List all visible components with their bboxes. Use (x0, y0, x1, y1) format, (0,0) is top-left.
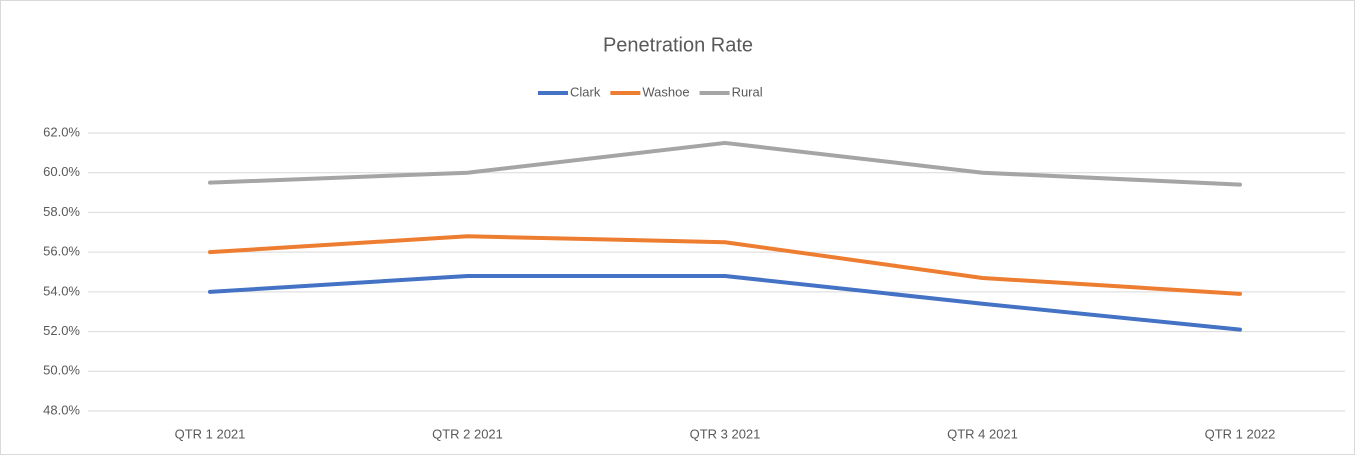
legend-label: Clark (570, 84, 601, 99)
y-tick-label: 54.0% (43, 283, 80, 298)
y-tick-label: 58.0% (43, 204, 80, 219)
series-line (208, 140, 1242, 187)
y-tick-label: 60.0% (43, 164, 80, 179)
legend-label: Rural (732, 84, 763, 99)
y-tick-label: 62.0% (43, 124, 80, 139)
y-tick-label: 50.0% (43, 363, 80, 378)
y-tick-label: 48.0% (43, 402, 80, 417)
x-tick-label: QTR 1 2022 (1205, 426, 1276, 441)
chart-title: Penetration Rate (603, 34, 753, 56)
series-line (208, 273, 1242, 332)
y-tick-label: 56.0% (43, 244, 80, 259)
x-tick-label: QTR 1 2021 (175, 426, 246, 441)
legend-label: Washoe (642, 84, 689, 99)
series-line (208, 234, 1242, 296)
y-tick-label: 52.0% (43, 323, 80, 338)
x-tick-label: QTR 3 2021 (690, 426, 761, 441)
x-tick-label: QTR 2 2021 (432, 426, 503, 441)
x-tick-label: QTR 4 2021 (947, 426, 1018, 441)
